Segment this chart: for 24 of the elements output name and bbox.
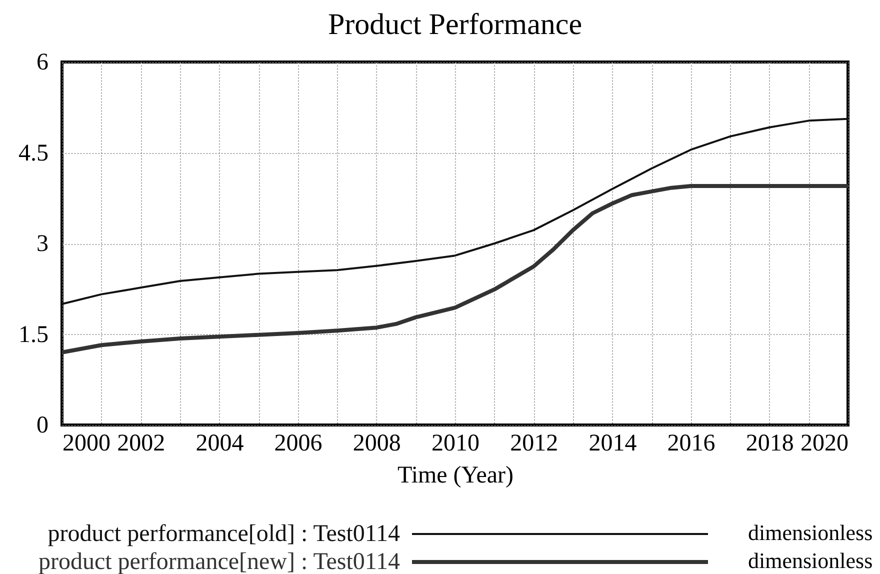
y-tick-label: 4.5 bbox=[18, 140, 48, 166]
line-series bbox=[60, 184, 850, 354]
y-tick-label: 0 bbox=[36, 412, 48, 438]
x-tick-label: 2006 bbox=[274, 430, 322, 456]
x-tick-label: 2002 bbox=[117, 430, 166, 456]
x-tick-label: 2018 bbox=[746, 430, 794, 456]
text: product performance[new] : Test0114 bbox=[38, 549, 400, 574]
y-tick-label: 3 bbox=[36, 231, 48, 257]
x-tick-label: 2012 bbox=[510, 430, 558, 456]
x-axis-title: Time (Year) bbox=[397, 462, 514, 488]
chart-title: Product Performance bbox=[328, 8, 582, 41]
x-tick-label: 2000 bbox=[62, 430, 110, 456]
text: dimensionless bbox=[748, 548, 873, 573]
x-tick-label: 2014 bbox=[588, 430, 637, 456]
x-tick-label: 2020 bbox=[800, 430, 848, 456]
line-series bbox=[61, 118, 849, 305]
y-tick-label: 1.5 bbox=[18, 322, 48, 348]
x-tick-label: 2016 bbox=[667, 430, 716, 456]
y-tick-label: 6 bbox=[36, 50, 48, 76]
text: product performance[old] : Test0114 bbox=[48, 521, 400, 547]
x-tick-label: 2008 bbox=[352, 430, 401, 456]
x-tick-label: 2004 bbox=[196, 430, 244, 456]
text: dimensionless bbox=[748, 520, 873, 545]
x-tick-label: 2010 bbox=[432, 430, 480, 456]
